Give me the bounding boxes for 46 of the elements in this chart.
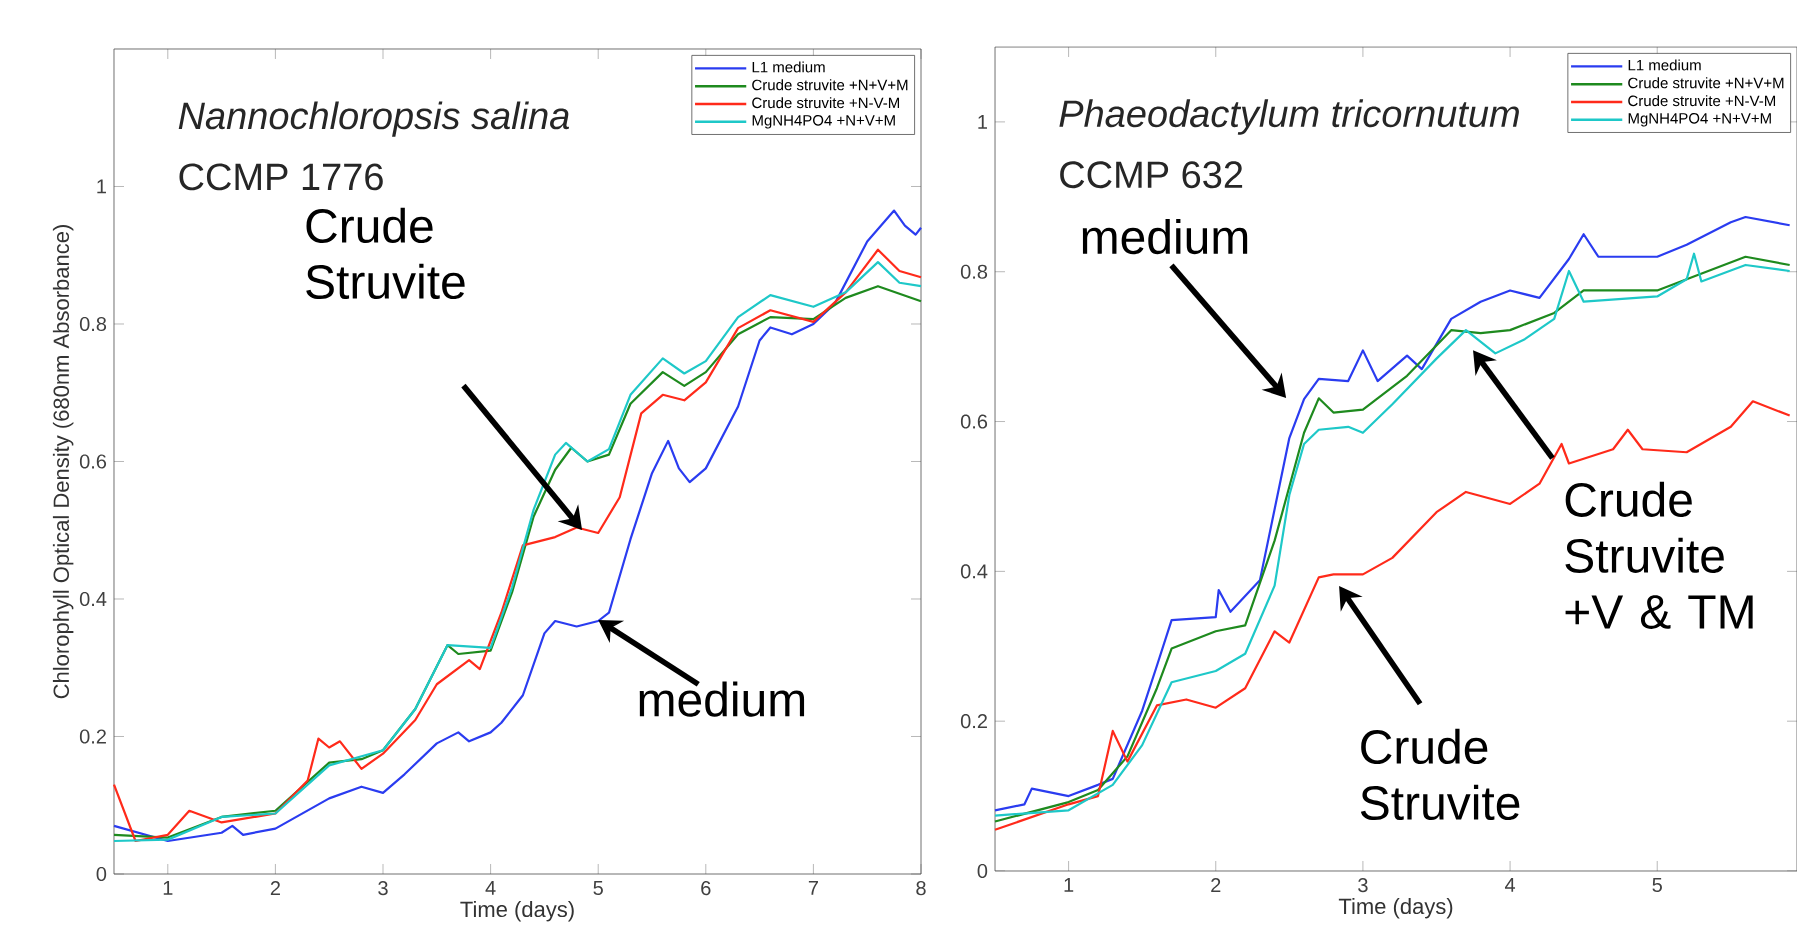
annotation: Crude Struvite +V & TM <box>1565 481 1753 629</box>
y-axis-title: Chlorophyll Optical Density (680nm Absorbance) <box>52 225 74 699</box>
x-tick-label: 3 <box>378 881 388 896</box>
x-tick-label: 1 <box>163 881 173 895</box>
text: Phaeodactylum tricornutum <box>1059 99 1519 135</box>
annotation: Crude Struvite <box>306 207 465 300</box>
y-tick-label: 0.2 <box>79 729 106 744</box>
x-tick-label: 4 <box>485 881 496 895</box>
legend-label: Crude struvite +N-V-M <box>752 97 900 109</box>
x-tick-label: 3 <box>1358 878 1368 893</box>
x-tick-label: 1 <box>1064 878 1074 892</box>
legend-label: MgNH4PO4 +N+V+M <box>752 114 895 129</box>
y-tick-label: 0 <box>96 866 107 882</box>
x-tick-label: 2 <box>1211 878 1221 893</box>
legend-label: Crude struvite +N+V+M <box>1628 77 1784 89</box>
y-tick-label: 1 <box>978 115 987 129</box>
annotation: medium <box>639 681 805 717</box>
y-tick-label: 0.4 <box>79 591 107 607</box>
legend-label: Crude struvite +N+V+M <box>752 79 908 91</box>
annotation: Crude Struvite <box>1360 728 1520 821</box>
x-tick-label: 6 <box>701 881 711 896</box>
y-tick-label: 1 <box>97 179 106 194</box>
annotation: medium <box>1082 218 1248 255</box>
x-tick-label: 4 <box>1504 878 1516 892</box>
line-series <box>993 400 1791 831</box>
y-tick-label: 0.8 <box>960 264 988 279</box>
legend-label: L1 medium <box>1628 59 1701 71</box>
x-tick-label: 8 <box>916 881 926 896</box>
y-tick-label: 0.6 <box>960 414 988 429</box>
y-tick-label: 0 <box>977 863 988 879</box>
y-tick-label: 0.2 <box>960 714 987 729</box>
legend-label: Crude struvite +N-V-M <box>1628 95 1776 107</box>
x-axis-title: Time (days) <box>460 900 574 922</box>
y-tick-label: 0.6 <box>79 454 107 469</box>
x-tick-label: 2 <box>270 881 280 896</box>
text: CCMP 1776 <box>179 163 383 191</box>
text: CCMP 632 <box>1060 161 1243 189</box>
y-tick-label: 0.8 <box>79 316 107 332</box>
legend-label: MgNH4PO4 +N+V+M <box>1628 112 1771 127</box>
x-axis-title: Time (days) <box>1338 897 1453 919</box>
text: Nannochloropsis salina <box>178 101 570 137</box>
legend-label: L1 medium <box>752 61 825 73</box>
y-tick-label: 0.4 <box>960 564 988 579</box>
x-tick-label: 7 <box>808 881 818 895</box>
x-tick-label: 5 <box>593 881 603 896</box>
x-tick-label: 5 <box>1652 878 1662 893</box>
